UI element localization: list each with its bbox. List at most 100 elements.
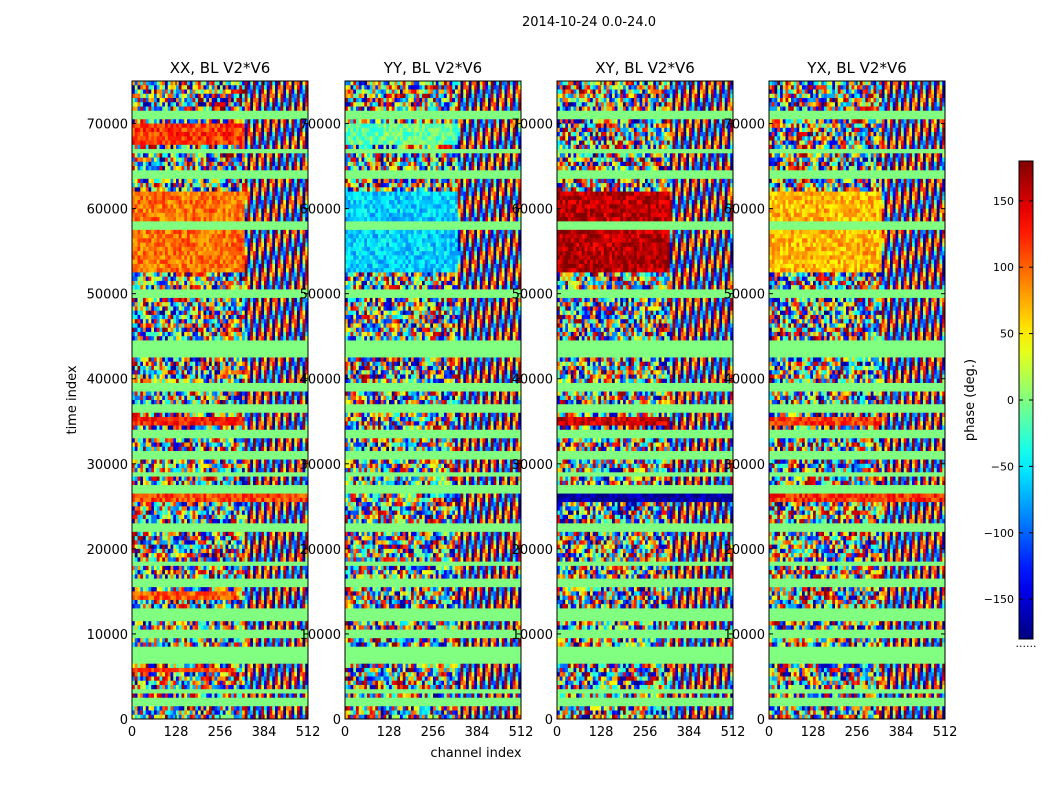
- cell: [134, 374, 138, 380]
- cell: [233, 132, 237, 137]
- cell: [272, 272, 276, 278]
- cell: [176, 370, 180, 375]
- cell: [264, 255, 268, 261]
- cell: [272, 319, 276, 324]
- cell: [187, 276, 191, 282]
- cell: [203, 140, 207, 146]
- cell: [173, 314, 177, 320]
- cell: [203, 459, 207, 465]
- cell: [231, 195, 235, 201]
- cell: [280, 212, 284, 218]
- cell: [195, 89, 199, 95]
- cell: [167, 161, 171, 167]
- cell: [236, 365, 240, 371]
- cell: [159, 378, 163, 384]
- cell: [275, 280, 279, 286]
- cell: [275, 127, 279, 133]
- cell: [272, 229, 276, 235]
- cell: [283, 200, 287, 205]
- cell: [165, 400, 169, 405]
- cell: [148, 297, 152, 303]
- cell: [228, 280, 232, 286]
- cell: [178, 417, 182, 422]
- cell: [198, 421, 202, 427]
- cell: [217, 259, 221, 265]
- cell: [140, 187, 144, 193]
- cell: [286, 276, 290, 282]
- cell: [151, 357, 155, 363]
- cell: [269, 157, 273, 163]
- cell: [195, 123, 199, 129]
- cell: [156, 412, 160, 418]
- cell: [225, 400, 229, 405]
- cell: [253, 161, 257, 167]
- cell: [140, 463, 144, 469]
- cell: [228, 468, 232, 473]
- cell: [269, 132, 273, 137]
- cell: [134, 183, 138, 188]
- cell: [137, 463, 141, 469]
- cell: [233, 191, 237, 197]
- cell: [222, 98, 226, 103]
- cell: [261, 229, 265, 235]
- cell: [239, 438, 243, 444]
- cell: [156, 195, 160, 201]
- cell: [206, 234, 210, 239]
- cell: [258, 178, 262, 184]
- cell: [269, 400, 273, 405]
- cell: [159, 259, 163, 265]
- cell: [266, 412, 270, 418]
- cell: [132, 493, 136, 499]
- cell: [253, 331, 257, 337]
- cell: [132, 468, 136, 473]
- cell: [217, 306, 221, 312]
- cell: [291, 123, 295, 129]
- cell: [247, 425, 251, 431]
- cell: [261, 234, 265, 239]
- cell: [222, 463, 226, 469]
- cell: [209, 229, 213, 235]
- cell: [220, 89, 224, 95]
- cell: [305, 106, 308, 112]
- cell: [297, 480, 301, 486]
- cell: [145, 510, 149, 516]
- cell: [189, 212, 193, 218]
- cell: [291, 187, 295, 193]
- cell: [167, 89, 171, 95]
- cell: [165, 374, 169, 380]
- cell: [264, 306, 268, 312]
- cell: [209, 136, 213, 142]
- cell: [244, 212, 248, 218]
- cell: [154, 395, 158, 401]
- cell: [211, 506, 215, 512]
- cell: [291, 89, 295, 95]
- cell: [275, 234, 279, 239]
- cell: [266, 391, 270, 397]
- cell: [214, 251, 218, 256]
- cell: [170, 89, 174, 95]
- cell: [178, 217, 182, 222]
- cell: [181, 136, 185, 142]
- cell: [134, 302, 138, 307]
- cell: [253, 123, 257, 129]
- cell: [192, 310, 196, 316]
- cell: [255, 85, 259, 91]
- cell: [305, 463, 308, 469]
- cell: [255, 89, 259, 95]
- cell: [222, 132, 226, 137]
- cell: [154, 161, 158, 167]
- cell: [181, 272, 185, 278]
- cell: [211, 204, 215, 210]
- cell: [132, 442, 136, 448]
- cell: [203, 510, 207, 516]
- cell: [134, 336, 138, 341]
- cell: [299, 238, 303, 244]
- cell: [209, 268, 213, 273]
- cell: [272, 127, 276, 133]
- cell: [280, 89, 284, 95]
- cell: [225, 140, 229, 146]
- cell: [280, 310, 284, 316]
- cell: [288, 119, 292, 125]
- cell: [184, 280, 188, 286]
- cell: [203, 297, 207, 303]
